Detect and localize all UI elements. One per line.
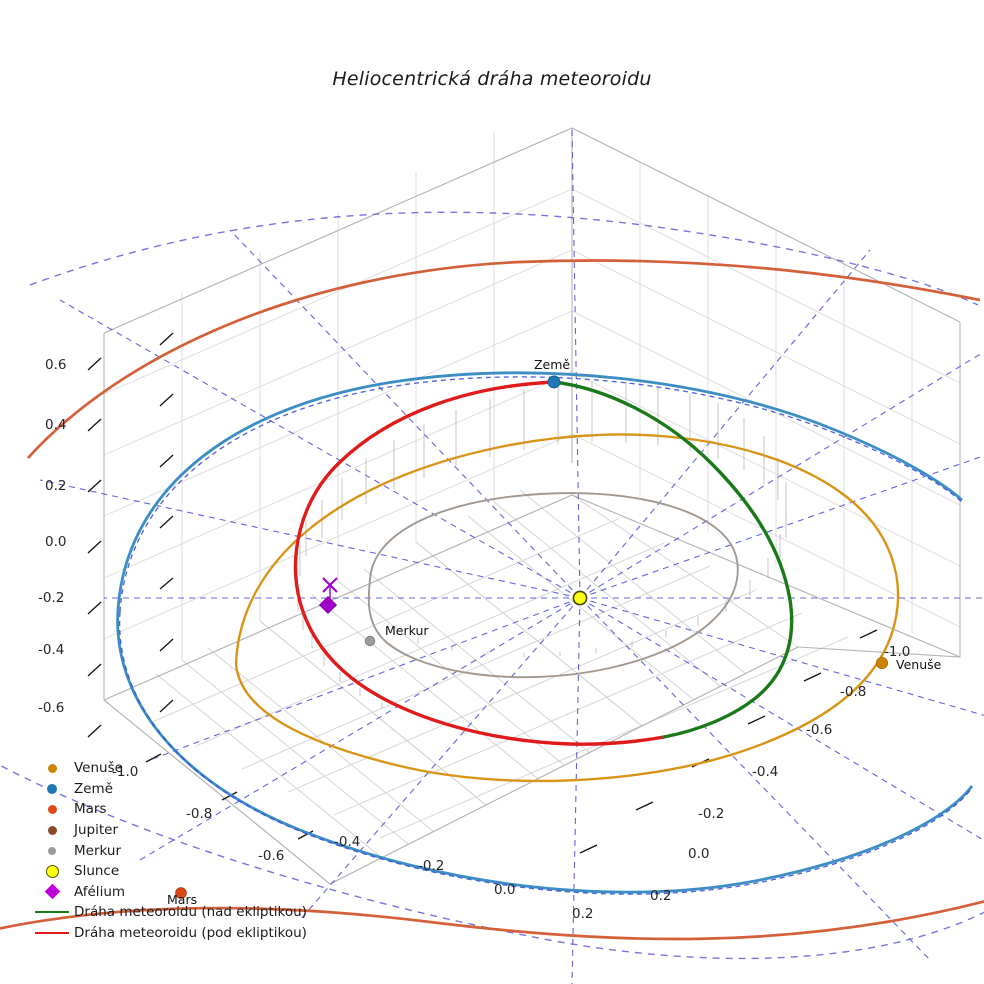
legend-item-path-below[interactable]: Dráha meteoroidu (pod ekliptikou) <box>30 923 330 944</box>
meteoroid-path-below <box>293 380 666 746</box>
legend-item-aphelion[interactable]: Afélium <box>30 882 330 903</box>
z-tick-labels: 0.6 0.4 0.2 0.0 -0.2 -0.4 -0.6 <box>38 357 66 716</box>
jupiter-dot-icon <box>30 825 74 835</box>
mercury-label: Merkur <box>385 623 429 638</box>
earth-dot-icon <box>30 783 74 794</box>
legend-item-earth[interactable]: Země <box>30 779 330 800</box>
mercury-marker <box>364 635 376 647</box>
orbit-mars <box>0 259 984 941</box>
red-line-icon <box>30 932 74 935</box>
y-tick: -1.0 <box>884 644 910 660</box>
legend-label: Afélium <box>74 883 126 900</box>
legend-label: Dráha meteoroidu (nad ekliptikou) <box>74 904 307 921</box>
radial-helper-lines <box>39 127 984 984</box>
aphelion-marker[interactable] <box>318 577 338 615</box>
earth-marker <box>547 375 561 389</box>
legend-item-mercury[interactable]: Merkur <box>30 840 330 861</box>
x-tick: -0.6 <box>258 848 284 864</box>
box-edges <box>103 127 961 885</box>
legend-item-sun[interactable]: Slunce <box>30 861 330 882</box>
y-tick: -0.4 <box>752 764 778 780</box>
legend-label: Slunce <box>74 863 120 880</box>
body-labels: Země Merkur Venuše Mars <box>167 357 942 907</box>
mars-dot-icon <box>30 804 74 814</box>
orbit-earth <box>116 371 974 895</box>
mars-label: Mars <box>167 892 197 907</box>
axis-ticks <box>87 332 878 854</box>
x-tick: -0.4 <box>334 834 360 850</box>
orbit-jupiter <box>0 211 984 960</box>
body-markers[interactable] <box>175 375 889 899</box>
x-tick: -0.8 <box>186 806 212 822</box>
y-tick: -0.6 <box>806 722 832 738</box>
legend-label: Země <box>74 780 114 797</box>
z-tick: 0.2 <box>45 478 66 494</box>
z-tick: 0.0 <box>45 534 66 550</box>
earth-label: Země <box>534 357 570 372</box>
green-line-icon <box>30 911 74 914</box>
orbit-venus <box>234 433 900 783</box>
x-tick: 0.0 <box>494 882 515 898</box>
z-tick: -0.6 <box>38 700 64 716</box>
legend: Venuše Země Mars Jupiter Merkur <box>30 758 330 943</box>
z-tick: -0.4 <box>38 642 64 658</box>
orbit-mercury <box>367 492 739 679</box>
z-tick: 0.6 <box>45 357 66 373</box>
grid-walls <box>103 127 961 701</box>
venus-marker <box>876 657 889 670</box>
legend-item-jupiter[interactable]: Jupiter <box>30 820 330 841</box>
page-title: Heliocentrická dráha meteoroidu <box>332 68 652 90</box>
legend-label: Mars <box>74 801 107 818</box>
legend-label: Merkur <box>74 842 122 859</box>
x-tick: -1.0 <box>112 764 138 780</box>
venus-label: Venuše <box>896 657 942 672</box>
y-tick: 0.0 <box>688 846 709 862</box>
x-tick-labels: -1.0 -0.8 -0.6 -0.4 -0.2 0.0 0.2 <box>112 764 593 922</box>
sun-dot-icon <box>30 864 74 878</box>
z-tick: -0.2 <box>38 590 64 606</box>
y-tick: -0.8 <box>840 684 866 700</box>
legend-item-path-above[interactable]: Dráha meteoroidu (nad ekliptikou) <box>30 902 330 923</box>
legend-item-venus[interactable]: Venuše <box>30 758 330 779</box>
mercury-dot-icon <box>30 846 74 855</box>
y-tick: 0.2 <box>650 888 671 904</box>
z-tick: 0.4 <box>45 417 66 433</box>
legend-label: Venuše <box>74 760 123 777</box>
x-tick: -0.2 <box>418 858 444 874</box>
legend-label: Dráha meteoroidu (pod ekliptikou) <box>74 925 307 942</box>
y-tick: -0.2 <box>698 806 724 822</box>
mars-marker <box>175 887 187 899</box>
legend-item-mars[interactable]: Mars <box>30 799 330 820</box>
y-tick-labels: -1.0 -0.8 -0.6 -0.4 -0.2 0.0 0.2 <box>650 644 910 904</box>
meteoroid-path-above <box>552 380 794 739</box>
x-tick: 0.2 <box>572 906 593 922</box>
venus-dot-icon <box>30 763 74 773</box>
aphelion-diamond-icon <box>30 884 74 900</box>
sun-marker <box>572 590 588 606</box>
legend-label: Jupiter <box>74 822 119 839</box>
